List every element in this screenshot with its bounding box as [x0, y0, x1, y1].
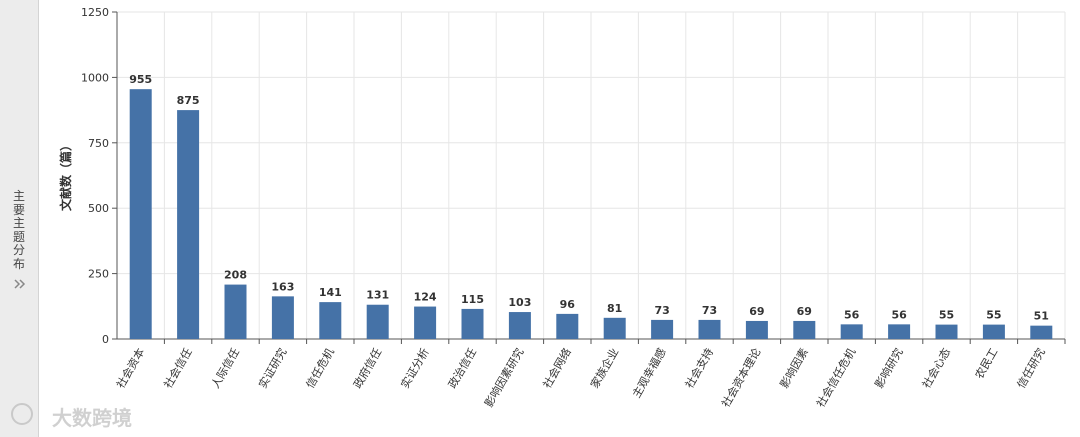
bar: [745, 320, 768, 339]
bar: [603, 317, 626, 339]
bar: [556, 313, 579, 339]
x-tick-label: 影响研究: [872, 346, 906, 391]
x-tick-label: 影响因素: [778, 346, 811, 391]
data-label: 55: [939, 309, 954, 322]
data-label: 69: [797, 305, 812, 318]
data-label: 73: [654, 304, 669, 317]
bar: [935, 324, 958, 339]
x-tick-label: 社会资本: [113, 346, 147, 391]
bar: [414, 306, 437, 339]
data-label: 56: [891, 308, 907, 321]
y-tick-label: 1000: [81, 71, 109, 84]
bar: [698, 319, 721, 339]
data-label: 96: [560, 298, 576, 311]
data-label: 51: [1034, 310, 1049, 323]
bar: [982, 324, 1005, 339]
data-label: 81: [607, 302, 622, 315]
x-tick-label: 社会支持: [682, 346, 716, 391]
bar: [129, 89, 152, 339]
watermark: 大数跨境: [52, 406, 132, 430]
data-label: 124: [414, 291, 437, 304]
watermark-icon: [11, 403, 33, 425]
data-label: 875: [177, 94, 200, 107]
x-tick-label: 社会信任危机: [813, 346, 858, 410]
x-tick-label: 人际信任: [209, 346, 242, 391]
y-axis-label: 文献数（篇）: [58, 139, 73, 211]
x-tick-label: 影响因素研究: [481, 346, 526, 410]
x-tick-label: 政府信任: [350, 346, 384, 391]
y-tick-label: 750: [88, 137, 109, 150]
x-tick-label: 农民工: [972, 346, 1001, 382]
data-label: 69: [749, 305, 764, 318]
y-tick-label: 1250: [81, 6, 109, 19]
data-label: 73: [702, 304, 717, 317]
data-label: 955: [129, 73, 152, 86]
bar: [651, 319, 674, 339]
data-label: 141: [319, 286, 342, 299]
bar: [366, 304, 389, 339]
data-label: 103: [508, 296, 531, 309]
y-tick-label: 500: [88, 202, 109, 215]
x-tick-label: 实证研究: [255, 346, 289, 391]
bar: [271, 296, 294, 339]
data-label: 208: [224, 269, 247, 282]
data-label: 56: [844, 308, 860, 321]
bar: [319, 302, 342, 339]
bar: [177, 110, 200, 339]
data-label: 131: [366, 289, 389, 302]
sidebar[interactable]: 主要主题分布: [0, 0, 39, 437]
x-tick-label: 社会资本理论: [718, 346, 763, 410]
bar: [508, 312, 531, 339]
bar: [793, 320, 816, 339]
bar: [888, 324, 911, 339]
x-tick-label: 信任研究: [1014, 346, 1048, 391]
x-tick-label: 家族企业: [587, 346, 621, 391]
x-tick-label: 主观幸福感: [629, 346, 669, 401]
sidebar-label[interactable]: 主要主题分布: [12, 189, 25, 271]
bar: [840, 324, 863, 339]
x-tick-label: 社会信任: [161, 346, 195, 391]
data-label: 55: [986, 309, 1001, 322]
bar: [224, 284, 247, 339]
y-tick-label: 250: [88, 268, 109, 281]
x-tick-label: 社会网络: [540, 346, 574, 391]
data-label: 115: [461, 293, 484, 306]
data-label: 163: [271, 280, 294, 293]
x-tick-label: 信任危机: [303, 346, 337, 391]
y-tick-label: 0: [102, 333, 109, 346]
bar: [1030, 325, 1053, 339]
x-tick-label: 社会心态: [919, 346, 953, 391]
bar: [461, 308, 484, 339]
x-tick-label: 政治信任: [445, 346, 479, 391]
x-tick-label: 实证分析: [398, 346, 432, 391]
